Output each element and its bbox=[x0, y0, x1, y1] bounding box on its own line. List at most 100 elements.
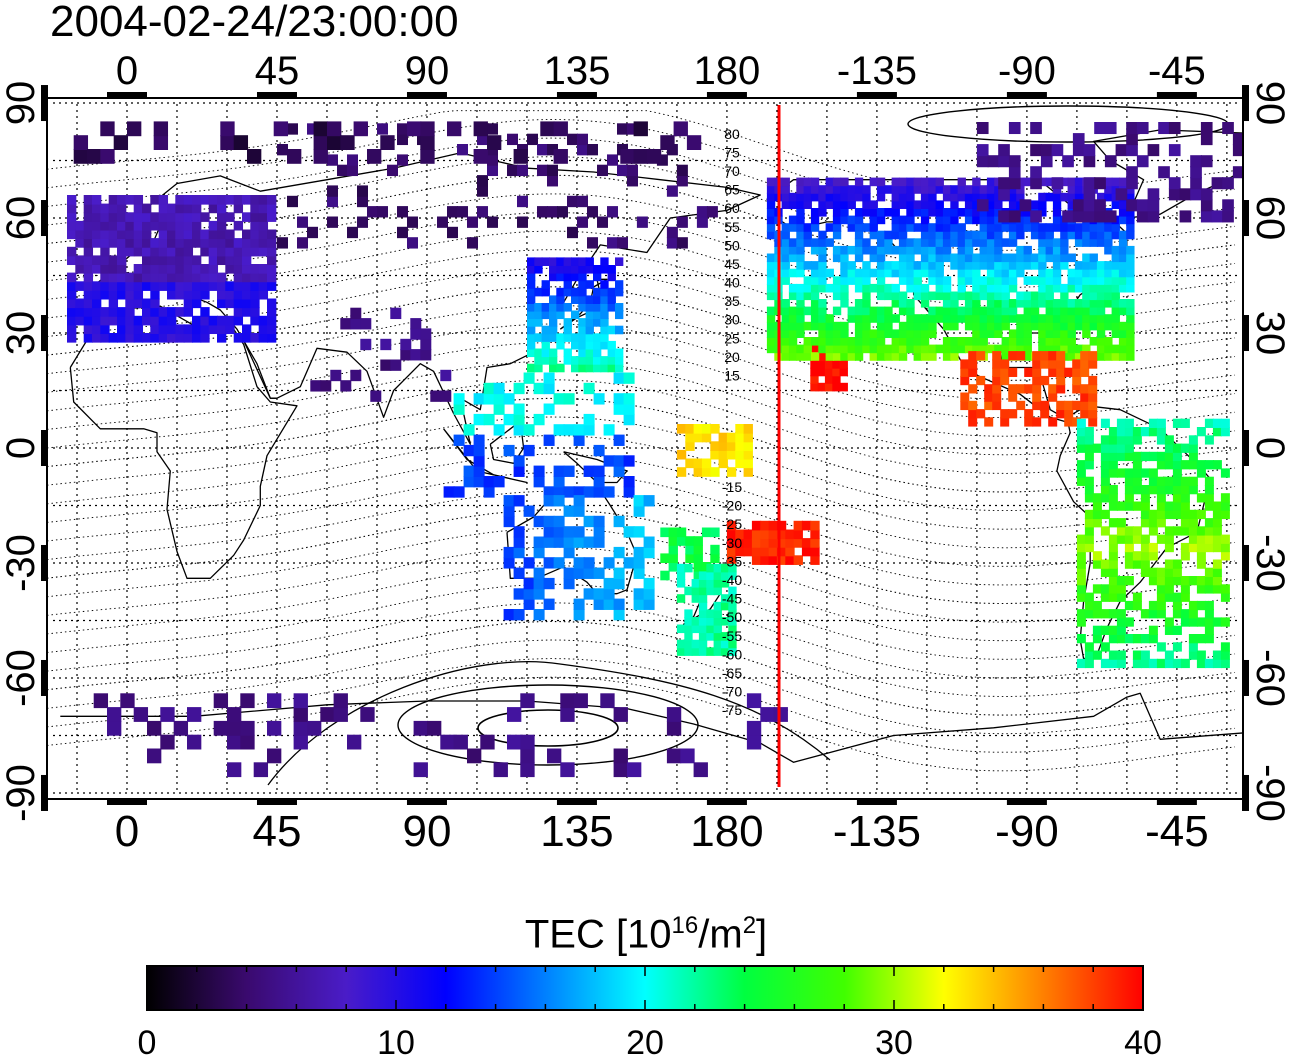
tec-cell bbox=[607, 272, 616, 282]
tec-cell bbox=[994, 268, 1003, 278]
tec-cell bbox=[1038, 276, 1047, 285]
tec-cell bbox=[992, 351, 1002, 361]
tec-cell bbox=[1038, 253, 1047, 263]
tec-cell bbox=[1088, 392, 1098, 402]
tec-cell bbox=[994, 253, 1003, 263]
tec-cell bbox=[533, 413, 545, 426]
tec-cell bbox=[127, 121, 142, 137]
tec-cell bbox=[175, 212, 185, 222]
tec-cell bbox=[979, 291, 988, 301]
tec-cell bbox=[825, 177, 834, 187]
tec-cell bbox=[666, 185, 678, 197]
tec-cell bbox=[898, 245, 908, 255]
tec-cell bbox=[397, 133, 408, 146]
tec-cell bbox=[1040, 359, 1050, 369]
tec-cell bbox=[898, 344, 908, 354]
tec-cell bbox=[313, 135, 328, 150]
tec-cell bbox=[1038, 283, 1047, 293]
tec-cell bbox=[208, 195, 219, 205]
tec-cell bbox=[397, 206, 408, 218]
tec-cell bbox=[543, 526, 555, 538]
tec-cell bbox=[293, 693, 308, 709]
tec-cell bbox=[986, 261, 996, 270]
tec-cell bbox=[766, 276, 776, 285]
tec-cell bbox=[979, 321, 988, 331]
tec-cell bbox=[1212, 427, 1222, 437]
tec-cell bbox=[533, 577, 545, 590]
tec-cell bbox=[1124, 600, 1134, 611]
tec-cell bbox=[976, 375, 986, 386]
tec-cell bbox=[1008, 155, 1021, 168]
top-longitude-label: 45 bbox=[255, 49, 300, 93]
tec-cell bbox=[825, 283, 834, 293]
tec-cell bbox=[158, 264, 169, 274]
tec-cell bbox=[553, 536, 565, 548]
tec-cell bbox=[728, 639, 737, 649]
tec-cell bbox=[1111, 261, 1120, 270]
tec-cell bbox=[549, 265, 558, 274]
tec-cell bbox=[1222, 177, 1234, 190]
tec-cell bbox=[585, 340, 594, 350]
tec-cell bbox=[380, 135, 395, 150]
tec-cell bbox=[1204, 526, 1214, 536]
tec-cell bbox=[793, 555, 803, 565]
tec-cell bbox=[108, 220, 119, 231]
tec-cell bbox=[1001, 344, 1010, 354]
tec-cell bbox=[913, 268, 922, 278]
tec-cell bbox=[994, 200, 1003, 209]
tec-cell bbox=[666, 720, 682, 736]
tec-cell bbox=[250, 289, 260, 300]
tec-cell bbox=[175, 272, 185, 283]
tec-cell bbox=[1108, 592, 1118, 602]
tec-cell bbox=[1108, 534, 1118, 544]
tec-cell bbox=[1082, 223, 1091, 232]
tec-cell bbox=[964, 276, 974, 285]
tec-cell bbox=[520, 748, 535, 764]
tec-cell bbox=[1067, 230, 1076, 240]
tec-cell bbox=[793, 529, 803, 540]
tec-cell bbox=[1030, 177, 1042, 190]
tec-cell bbox=[473, 121, 488, 137]
tec-cell bbox=[1082, 238, 1091, 247]
tec-cell bbox=[585, 303, 594, 312]
tec-cell bbox=[781, 230, 790, 240]
tec-cell bbox=[547, 748, 562, 764]
tec-cell bbox=[1196, 576, 1206, 586]
tec-cell bbox=[1132, 559, 1142, 569]
tec-cell bbox=[443, 486, 455, 498]
tec-cell bbox=[1060, 329, 1069, 338]
colorbar-tick-label: 10 bbox=[377, 1024, 415, 1057]
tec-cell bbox=[751, 529, 762, 540]
tec-cell bbox=[668, 544, 678, 555]
tec-cell bbox=[1084, 534, 1094, 544]
tec-cell bbox=[347, 734, 362, 750]
tec-cell bbox=[1196, 658, 1206, 669]
tec-cell bbox=[972, 299, 981, 308]
tec-cell bbox=[968, 359, 978, 369]
tec-cell bbox=[1083, 177, 1096, 190]
tec-cell bbox=[1023, 352, 1032, 361]
tec-cell bbox=[979, 185, 988, 194]
tec-cell bbox=[73, 149, 89, 164]
tec-cell bbox=[217, 298, 227, 309]
tec-cell bbox=[998, 188, 1010, 201]
tec-cell bbox=[898, 192, 908, 202]
tec-cell bbox=[1084, 600, 1094, 611]
tec-cell bbox=[1164, 658, 1174, 669]
tec-cell bbox=[1064, 409, 1074, 419]
tec-cell bbox=[1212, 658, 1222, 669]
tec-cell bbox=[117, 264, 127, 274]
tec-cell bbox=[928, 208, 937, 217]
tec-cell bbox=[1204, 617, 1214, 627]
tec-cell bbox=[832, 276, 842, 285]
tec-cell bbox=[884, 329, 893, 338]
tec-cell bbox=[147, 720, 162, 736]
tec-cell bbox=[788, 344, 798, 354]
tec-cell bbox=[320, 380, 332, 392]
tec-cell bbox=[183, 255, 194, 266]
tec-cell bbox=[1212, 567, 1222, 577]
tec-cell bbox=[125, 229, 135, 240]
tec-cell bbox=[523, 577, 535, 590]
tec-cell bbox=[1084, 658, 1094, 669]
tec-cell bbox=[1001, 321, 1010, 331]
